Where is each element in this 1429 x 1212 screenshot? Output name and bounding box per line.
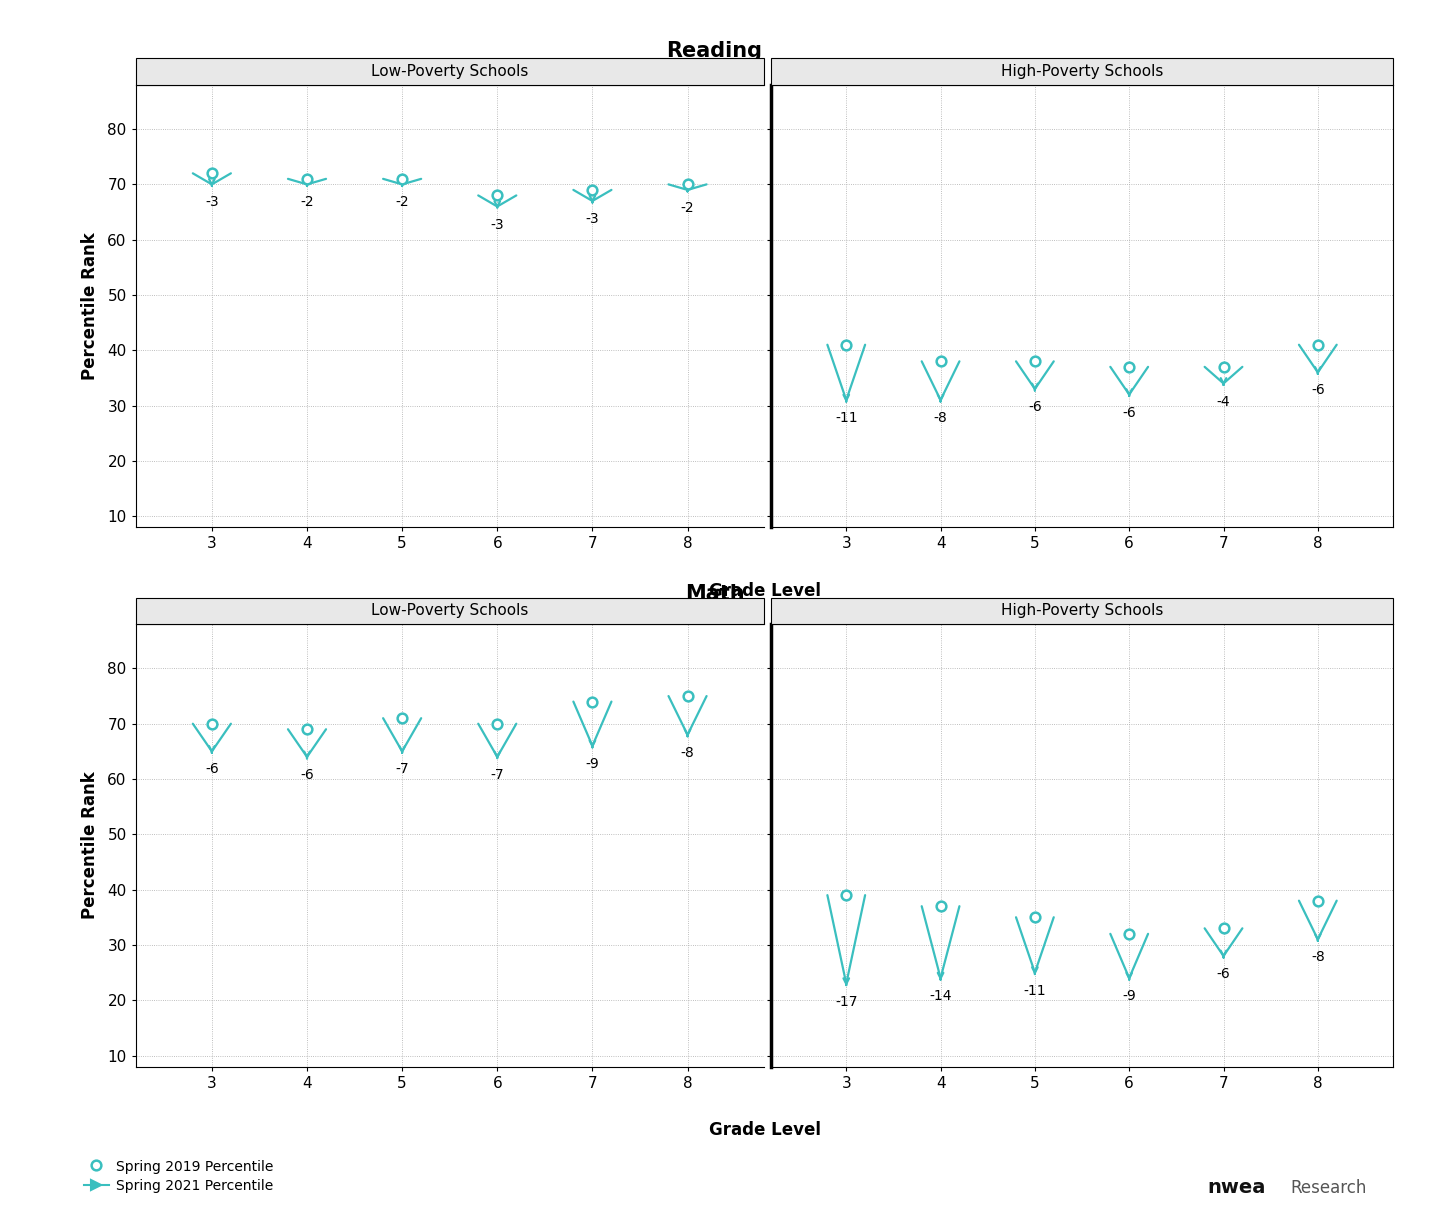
Text: -7: -7 (490, 768, 504, 782)
Text: -4: -4 (1216, 395, 1230, 408)
Text: nwea: nwea (1208, 1178, 1266, 1197)
Text: -8: -8 (933, 411, 947, 425)
Text: High-Poverty Schools: High-Poverty Schools (1000, 604, 1163, 618)
Text: -3: -3 (490, 218, 504, 231)
Text: Low-Poverty Schools: Low-Poverty Schools (372, 604, 529, 618)
Text: -6: -6 (1310, 383, 1325, 398)
Text: -8: -8 (680, 745, 694, 760)
Text: -2: -2 (396, 195, 409, 210)
Text: -6: -6 (204, 762, 219, 777)
Text: -6: -6 (1027, 400, 1042, 415)
Text: -11: -11 (835, 411, 857, 425)
Text: -17: -17 (835, 995, 857, 1008)
Text: Grade Level: Grade Level (709, 582, 820, 600)
Y-axis label: Percentile Rank: Percentile Rank (81, 772, 99, 919)
Text: -11: -11 (1023, 984, 1046, 997)
Text: -6: -6 (1216, 967, 1230, 981)
Text: Low-Poverty Schools: Low-Poverty Schools (372, 64, 529, 79)
Text: -2: -2 (680, 201, 694, 215)
Text: Math: Math (684, 584, 745, 604)
Text: Research: Research (1290, 1179, 1366, 1197)
Text: -2: -2 (300, 195, 314, 210)
Text: -9: -9 (586, 756, 599, 771)
Legend: Spring 2019 Percentile, Spring 2021 Percentile: Spring 2019 Percentile, Spring 2021 Perc… (79, 1154, 279, 1199)
Text: -8: -8 (1310, 950, 1325, 965)
Text: Grade Level: Grade Level (709, 1121, 820, 1139)
Text: -7: -7 (396, 762, 409, 777)
Text: -9: -9 (1122, 989, 1136, 1004)
Text: -3: -3 (204, 195, 219, 210)
Text: -6: -6 (300, 768, 314, 782)
Text: -14: -14 (929, 989, 952, 1004)
Text: Reading: Reading (666, 41, 763, 61)
Text: -3: -3 (586, 212, 599, 225)
Text: High-Poverty Schools: High-Poverty Schools (1000, 64, 1163, 79)
Text: -6: -6 (1122, 406, 1136, 419)
Y-axis label: Percentile Rank: Percentile Rank (81, 233, 99, 379)
